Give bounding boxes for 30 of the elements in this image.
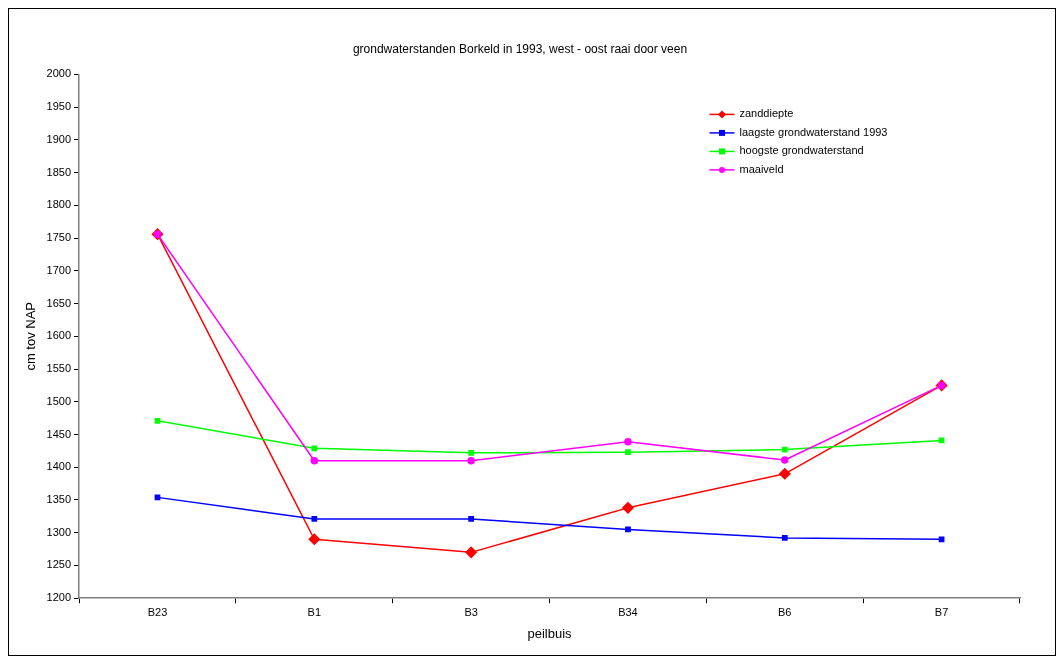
y-tick-label: 1750 [46,231,72,244]
y-tick-label: 1700 [46,263,72,276]
x-tick-label: B23 [147,605,168,618]
legend-label: hoogste grondwaterstand [739,144,864,157]
y-tick-label: 2000 [46,67,72,80]
y-tick-label: 1950 [46,100,72,113]
x-tick-label: B34 [618,605,638,618]
y-tick-label: 1300 [46,525,72,538]
x-tick-label: B7 [934,605,949,618]
y-tick-label: 1550 [46,362,72,375]
x-axis-title: peilbuis [527,625,573,641]
y-tick-label: 1600 [46,329,72,342]
y-tick-label: 1400 [46,460,72,473]
y-tick-label: 1800 [46,198,72,211]
y-tick-label: 1500 [46,394,72,407]
chart-title: grondwaterstanden Borkeld in 1993, west - oost raai door veen [352,41,688,56]
y-tick-label: 1850 [46,165,72,178]
legend-label: maaiveld [739,162,784,175]
x-tick-label: B6 [778,605,792,618]
y-tick-label: 1200 [46,591,72,604]
y-tick-label: 1250 [46,558,72,571]
y-tick-label: 1650 [46,296,72,309]
x-tick-label: B3 [464,605,478,618]
legend-label: laagste grondwaterstand 1993 [739,125,888,138]
y-tick-label: 1350 [46,493,72,506]
legend-label: zanddiepte [739,107,794,120]
y-tick-label: 1900 [46,132,72,145]
y-axis-title: cm tov NAP [23,301,39,371]
x-tick-label: B1 [307,605,322,618]
y-tick-label: 1450 [46,427,72,440]
